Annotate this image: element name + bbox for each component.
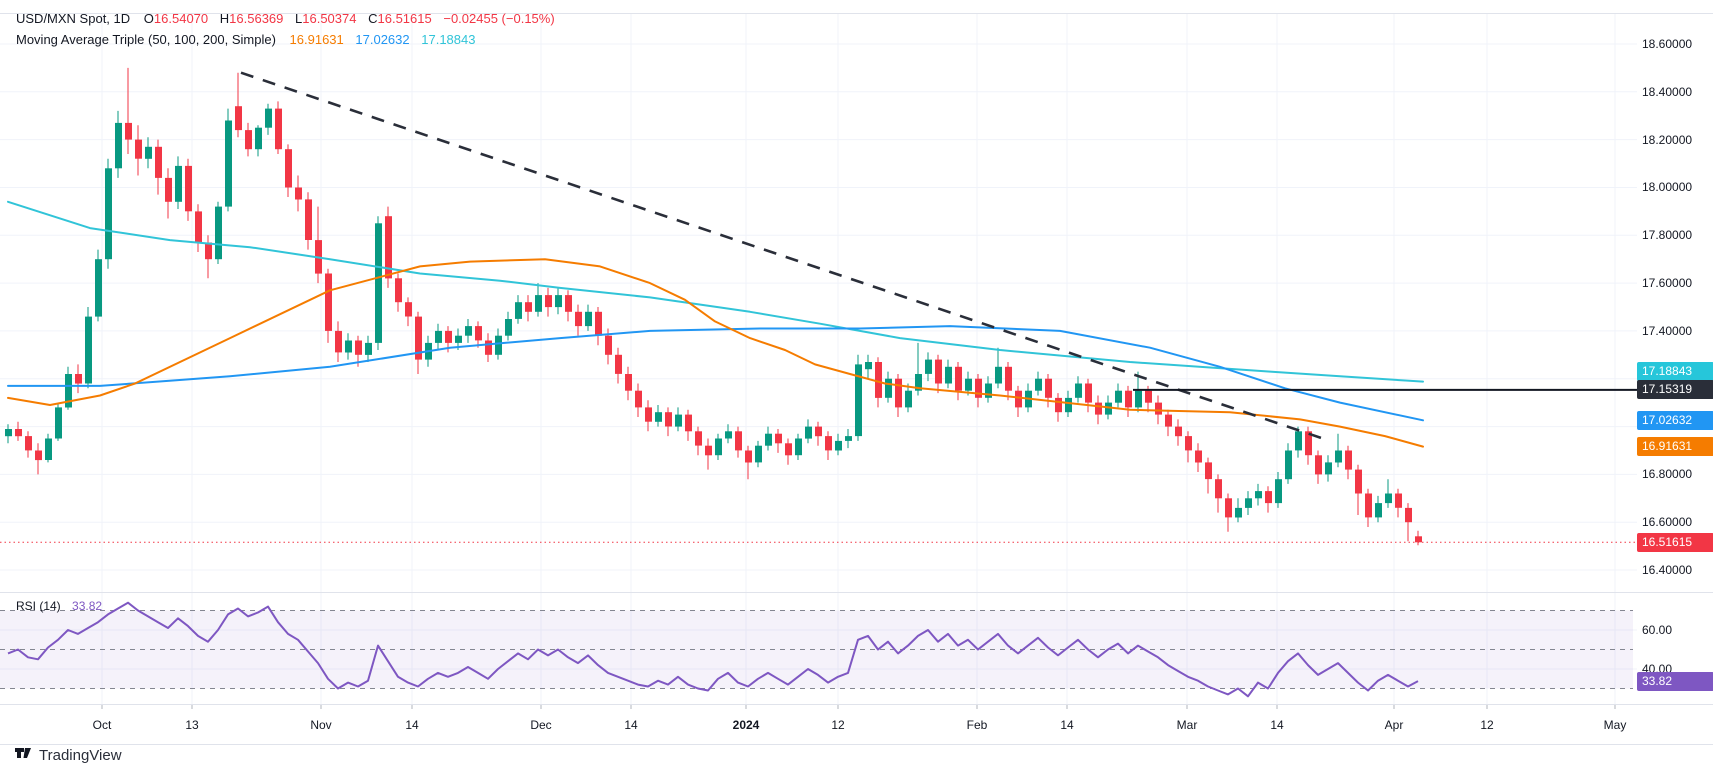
tradingview-watermark[interactable]: TradingView [14, 747, 122, 764]
rsi-line [7, 601, 1419, 698]
symbol-title[interactable]: USD/MXN Spot, 1D [16, 11, 131, 26]
candles-layer [5, 67, 1422, 546]
low-value: 16.50374 [302, 11, 357, 26]
ohlc-low: L16.50374 [295, 11, 357, 26]
rsi-legend-row[interactable]: RSI (14) 33.82 [16, 599, 102, 613]
rsi-band [0, 610, 1633, 689]
rsi-indicator-label[interactable]: RSI (14) [16, 599, 61, 613]
trendline[interactable] [240, 71, 1331, 443]
ohlc-close: C16.51615 [368, 11, 432, 26]
ma-indicator-label[interactable]: Moving Average Triple (50, 100, 200, Sim… [16, 32, 276, 47]
sma50-line [7, 258, 1424, 448]
tradingview-logo-icon [15, 748, 31, 758]
sma100-value: 17.02632 [355, 32, 410, 47]
symbol-legend-row[interactable]: USD/MXN Spot, 1D O16.54070 H16.56369 L16… [16, 8, 555, 29]
rsi-value: 33.82 [72, 599, 103, 613]
open-value: 16.54070 [153, 11, 209, 26]
ohlc-high: H16.56369 [219, 11, 284, 26]
high-value: 16.56369 [229, 11, 284, 26]
sma200-value: 17.18843 [421, 32, 476, 47]
tradingview-wordmark: TradingView [39, 747, 122, 764]
grid-layer [0, 13, 1637, 709]
sma200-line [7, 200, 1424, 383]
sma100-line [7, 325, 1424, 422]
change-value: −0.02455 (−0.15%) [443, 11, 555, 26]
sma50-value: 16.91631 [289, 32, 344, 47]
ma-legend-row[interactable]: Moving Average Triple (50, 100, 200, Sim… [16, 29, 555, 50]
ohlc-open: O16.54070 [143, 11, 209, 26]
close-value: 16.51615 [377, 11, 432, 26]
chart-legend: USD/MXN Spot, 1D O16.54070 H16.56369 L16… [16, 8, 555, 50]
